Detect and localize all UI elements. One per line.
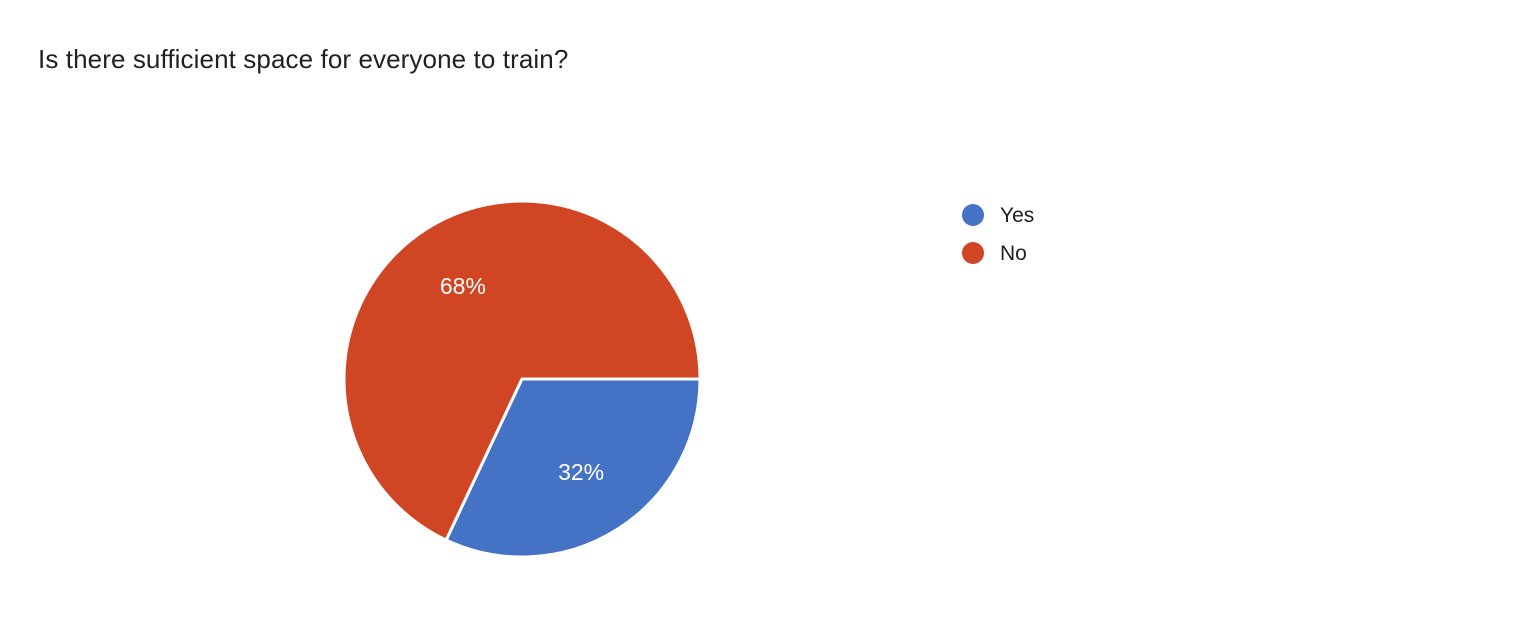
legend-item-label: Yes [1000,203,1035,227]
legend-item-no[interactable]: No [962,234,1222,272]
pie-chart-plot-area[interactable]: 68% 32% [330,186,720,576]
circle-icon [962,242,984,264]
pie-slice-no[interactable] [342,199,702,542]
pie-slice-label-yes: 32% [558,459,604,485]
legend-item-label: No [1000,241,1027,265]
pie-slice-yes[interactable] [444,377,702,559]
circle-icon [962,204,984,226]
pie-chart-svg: 68% 32% [342,199,702,559]
chart-legend: Yes No [962,196,1222,272]
chart-title: Is there sufficient space for everyone t… [38,44,569,74]
pie-slice-label-no: 68% [440,273,486,299]
pie-slices [342,199,702,559]
pie-slice-labels: 68% 32% [440,273,604,485]
legend-item-yes[interactable]: Yes [962,196,1222,234]
